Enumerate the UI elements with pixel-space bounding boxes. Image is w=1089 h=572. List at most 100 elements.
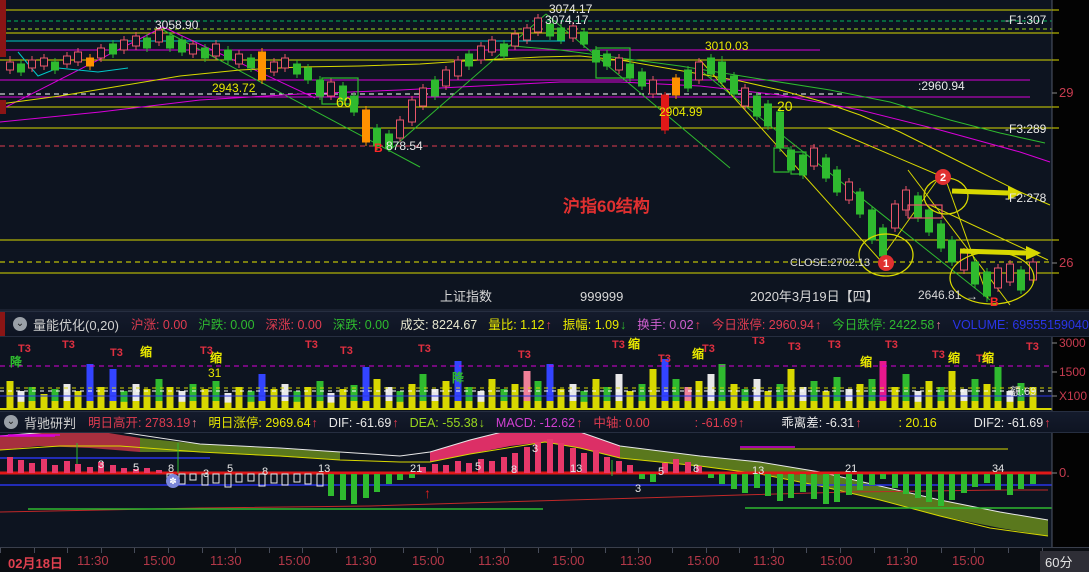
svg-text:T3: T3	[200, 345, 213, 357]
candle	[718, 61, 726, 83]
collapse-icon[interactable]: ⌄	[4, 415, 18, 429]
macd-pane[interactable]: 3 5 8 3 5 8 13 21 5 8 3 13 3 5 8 13 21 34 ↑ ✽ 0.	[0, 433, 1089, 547]
svg-text:2904.99: 2904.99	[659, 105, 703, 119]
svg-text:B: B	[374, 141, 383, 155]
svg-text:X100: X100	[1059, 389, 1087, 403]
svg-text:8: 8	[262, 466, 268, 478]
period-selector[interactable]: 60分钟	[1040, 551, 1089, 572]
candle	[546, 23, 554, 37]
candle	[40, 57, 48, 67]
svg-text:0.: 0.	[1059, 465, 1070, 480]
candle	[178, 39, 186, 53]
axis-tick	[1041, 548, 1043, 553]
status-item: 明日涨停: 2969.64↑	[208, 416, 318, 430]
svg-text:3: 3	[635, 483, 641, 495]
candle	[1006, 263, 1014, 283]
svg-text:T3: T3	[828, 339, 841, 351]
status-item: 换手: 0.02↑	[637, 318, 701, 332]
time-label: 15:00	[952, 553, 985, 568]
candle	[304, 67, 312, 81]
candle	[937, 223, 945, 249]
svg-text:T3: T3	[976, 353, 989, 365]
indicator-bar-volume-opt: ⌄ 量能优化(0,20) 沪涨: 0.00 沪跌: 0.00 深涨: 0.00 深跌:…	[0, 311, 1089, 337]
axis-tick	[201, 548, 203, 553]
svg-text:↑: ↑	[424, 485, 431, 501]
axis-tick	[134, 548, 136, 553]
candle	[649, 79, 657, 95]
trend-arrow-icon: ↓	[478, 416, 485, 430]
candle	[753, 95, 761, 117]
time-label: 15:00	[143, 553, 176, 568]
candle	[948, 239, 956, 263]
candle	[971, 261, 979, 285]
svg-text:3074.17: 3074.17	[549, 2, 593, 16]
status-item: 振幅: 1.09↓	[562, 318, 627, 332]
svg-text:缩: 缩	[628, 337, 640, 351]
svg-text:缩: 缩	[140, 344, 152, 359]
axis-tick	[739, 548, 741, 553]
candle	[224, 49, 232, 61]
svg-text:T3: T3	[702, 343, 715, 355]
candle	[327, 81, 335, 97]
candle	[270, 61, 278, 73]
candle	[672, 77, 680, 96]
status-item: 深跌: 0.00	[332, 318, 390, 332]
svg-text:-F2:278: -F2:278	[1005, 191, 1047, 205]
candle	[419, 87, 427, 107]
svg-text:→: →	[966, 289, 978, 303]
svg-text:T3: T3	[932, 349, 945, 361]
svg-text:T3: T3	[612, 339, 625, 351]
svg-text:2646.81: 2646.81	[918, 288, 962, 302]
candle	[638, 71, 646, 87]
candle	[580, 31, 588, 45]
candle	[189, 43, 197, 55]
status-item: 深涨: 0.00	[265, 318, 322, 332]
candle	[86, 57, 94, 67]
svg-text:5: 5	[475, 461, 481, 473]
svg-text:T3: T3	[62, 339, 75, 351]
axis-tick	[100, 548, 102, 553]
candle	[109, 43, 117, 55]
svg-text:2943.72: 2943.72	[212, 81, 256, 95]
svg-text:999999: 999999	[580, 289, 623, 304]
candle	[730, 75, 738, 95]
axis-tick	[537, 548, 539, 553]
svg-text:B: B	[990, 295, 999, 309]
svg-text:T3: T3	[110, 347, 123, 359]
svg-text:额:69: 额:69	[1010, 385, 1036, 398]
axis-tick	[638, 548, 640, 553]
status-item: 量比: 1.12↑	[488, 318, 552, 332]
candle	[339, 85, 347, 101]
candle	[396, 119, 404, 139]
candle	[983, 271, 991, 297]
candle	[741, 87, 749, 107]
candle	[822, 157, 830, 179]
svg-text:26: 26	[1059, 255, 1073, 270]
trend-arrow-icon: ↑	[814, 318, 822, 332]
svg-text:8: 8	[693, 463, 699, 475]
svg-text:2020年3月19日【四】: 2020年3月19日【四】	[750, 289, 879, 304]
candle	[132, 35, 140, 47]
candle	[569, 25, 577, 39]
candle	[247, 57, 255, 69]
axis-tick	[168, 548, 169, 553]
svg-text:1: 1	[883, 258, 889, 270]
axis-tick	[907, 548, 909, 553]
candle	[891, 203, 899, 229]
svg-text:-F3:289: -F3:289	[1005, 122, 1047, 136]
time-label: 15:00	[552, 553, 585, 568]
svg-text:3074.17: 3074.17	[545, 13, 589, 27]
axis-tick	[302, 548, 304, 553]
indicator-values: 明日高开: 2783.19↑ 明日涨停: 2969.64↑ DIF: -61.69↑…	[88, 412, 1061, 432]
candle	[408, 99, 416, 123]
collapse-icon[interactable]: ⌄	[13, 317, 27, 331]
svg-text:29: 29	[1059, 85, 1073, 100]
trend-arrow-icon: ↑	[576, 416, 583, 430]
svg-text:3058.90: 3058.90	[155, 18, 199, 32]
candle	[661, 94, 669, 131]
axis-tick	[672, 548, 673, 553]
time-label: 02月18日	[8, 556, 63, 571]
